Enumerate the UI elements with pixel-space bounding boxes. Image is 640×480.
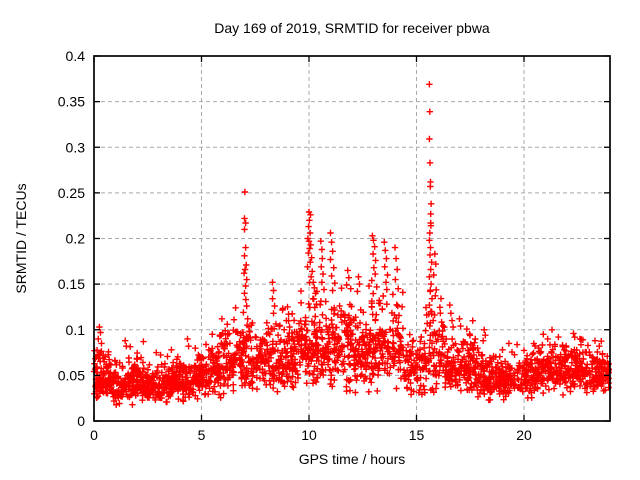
tick-labels: 0 5 10 15 20 0 0.05 0.1 0.15 0.2 0.25 0.3 0.35 0.4 [58,48,532,443]
y-tick-label: 0.4 [66,48,86,64]
y-tick-label: 0.15 [58,276,85,292]
y-tick-label: 0.1 [66,322,86,338]
data-points [90,81,612,408]
y-tick-label: 0.25 [58,185,85,201]
x-axis-label: GPS time / hours [299,451,406,467]
x-tick-label: 0 [90,427,98,443]
y-axis-label: SRMTID / TECUs [13,183,29,293]
axes [93,55,611,422]
chart-title: Day 169 of 2019, SRMTID for receiver pbw… [214,20,490,36]
y-tick-label: 0.2 [66,231,86,247]
x-tick-label: 20 [516,427,532,443]
y-tick-label: 0.35 [58,94,85,110]
y-tick-label: 0.3 [66,139,86,155]
x-tick-label: 5 [198,427,206,443]
y-tick-label: 0 [77,413,85,429]
y-tick-label: 0.05 [58,367,85,383]
x-tick-label: 15 [409,427,425,443]
x-tick-label: 10 [301,427,317,443]
